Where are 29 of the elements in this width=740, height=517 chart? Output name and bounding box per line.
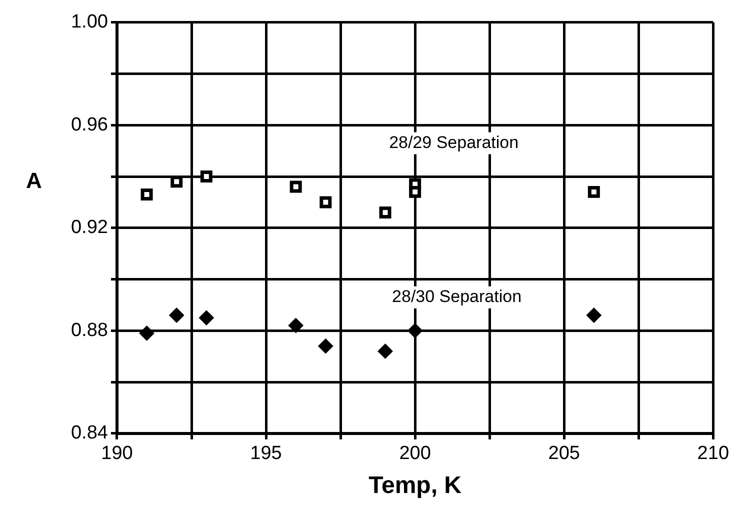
- point: [169, 308, 184, 323]
- point: [318, 338, 334, 354]
- y-tick-label: 1.00: [70, 12, 108, 33]
- point: [586, 308, 602, 323]
- point: [290, 180, 302, 193]
- point: [379, 206, 392, 218]
- point: [139, 326, 154, 341]
- x-tick-label: 210: [697, 443, 729, 464]
- x-tick-label: 205: [548, 443, 580, 464]
- x-tick-label: 195: [250, 443, 282, 464]
- y-tick-label: 0.84: [70, 422, 108, 444]
- x-tick-label: 190: [101, 443, 133, 464]
- point: [588, 186, 600, 198]
- point: [200, 170, 212, 183]
- point: [198, 310, 214, 326]
- point: [378, 344, 393, 359]
- point: [288, 318, 304, 334]
- y-tick-label: 0.92: [70, 217, 108, 238]
- point: [140, 188, 153, 200]
- x-tick-label: 200: [399, 443, 431, 464]
- y-tick-label: 0.88: [70, 320, 108, 341]
- y-axis-title: A: [26, 168, 42, 194]
- annotation: 28/29 Separation: [389, 132, 519, 152]
- y-tick-label: 0.96: [70, 114, 108, 136]
- point: [320, 196, 332, 208]
- annotation: 28/30 Separation: [392, 287, 522, 306]
- point: [408, 323, 423, 338]
- point: [409, 186, 422, 198]
- x-axis-title: Temp, K: [368, 472, 462, 500]
